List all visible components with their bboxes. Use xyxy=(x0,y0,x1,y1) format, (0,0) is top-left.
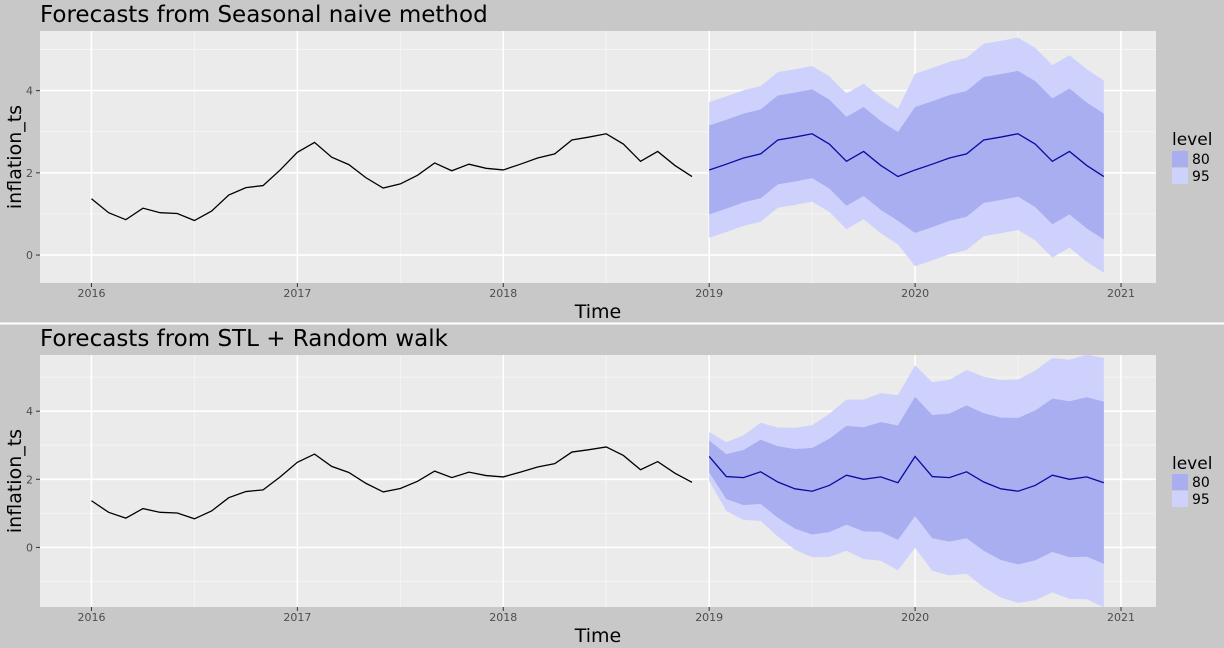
y-tick-label: 2 xyxy=(26,167,33,180)
legend-label: 80 xyxy=(1192,475,1210,491)
y-tick-label: 0 xyxy=(26,249,33,262)
chart-seasonal-naive: 2016 2017 2018 2019 2020 2021 0 2 4 Forecasts fro… xyxy=(4,2,1212,323)
x-tick-label: 2019 xyxy=(695,287,723,300)
legend-key-80 xyxy=(1172,151,1188,167)
x-tick-label: 2020 xyxy=(901,611,929,624)
x-tick-label: 2017 xyxy=(283,611,311,624)
x-tick-label: 2017 xyxy=(283,287,311,300)
x-tick-label: 2018 xyxy=(489,611,517,624)
x-axis-title: Time xyxy=(574,301,622,323)
x-tick-label: 2019 xyxy=(695,611,723,624)
chart-title: Forecasts from Seasonal naive method xyxy=(40,2,488,28)
legend-key-95 xyxy=(1172,168,1188,184)
x-tick-label: 2018 xyxy=(489,287,517,300)
legend-title: level xyxy=(1172,130,1212,150)
y-tick-label: 4 xyxy=(26,85,33,98)
x-tick-label: 2020 xyxy=(901,287,929,300)
x-tick-label: 2016 xyxy=(77,611,105,624)
forecast-mean-line xyxy=(708,133,1105,178)
x-axis-title: Time xyxy=(574,625,622,647)
y-axis-title: inflation_ts xyxy=(4,429,26,533)
y-tick-label: 0 xyxy=(26,541,33,554)
legend-label: 80 xyxy=(1192,152,1210,168)
legend-label: 95 xyxy=(1192,492,1210,508)
chart-stl-random-walk: 2016 2017 2018 2019 2020 2021 0 2 4 Forecasts fro… xyxy=(4,326,1212,647)
chart-title: Forecasts from STL + Random walk xyxy=(40,326,449,352)
y-tick-label: 2 xyxy=(26,473,33,486)
x-tick-label: 2021 xyxy=(1107,611,1135,624)
legend-label: 95 xyxy=(1192,169,1210,185)
legend-key-95 xyxy=(1172,491,1188,507)
history-line xyxy=(91,446,693,520)
y-axis-title: inflation_ts xyxy=(4,105,26,209)
x-tick-label: 2021 xyxy=(1107,287,1135,300)
y-tick-label: 4 xyxy=(26,405,33,418)
legend-key-80 xyxy=(1172,474,1188,490)
x-tick-label: 2016 xyxy=(77,287,105,300)
forecast-mean-line xyxy=(708,455,1105,492)
band-80 xyxy=(709,396,1104,565)
history-line xyxy=(91,133,693,222)
band-80 xyxy=(709,70,1104,240)
legend-title: level xyxy=(1172,454,1212,474)
